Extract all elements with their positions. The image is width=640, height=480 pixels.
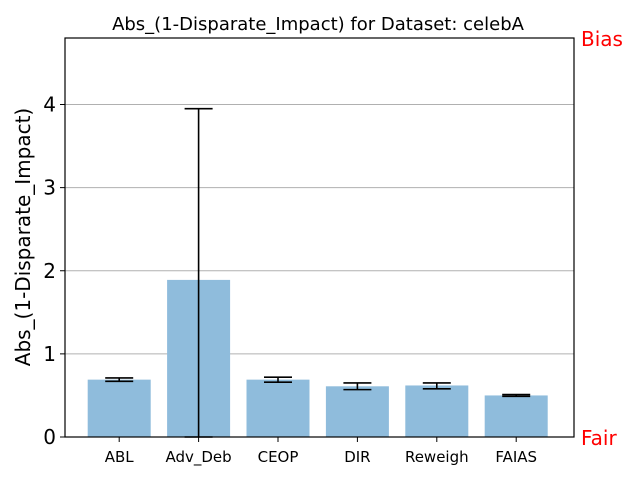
- bias-label: Bias: [581, 27, 623, 51]
- grid-lines: [65, 104, 574, 355]
- x-tick-label: DIR: [344, 448, 370, 466]
- y-tick-label: 4: [43, 93, 56, 117]
- plot-frame: [64, 37, 575, 438]
- x-tick-label: ABL: [105, 448, 135, 466]
- y-tick-label: 1: [43, 342, 56, 366]
- y-tick-label: 2: [43, 259, 56, 283]
- x-tick-label: Reweigh: [405, 448, 469, 466]
- x-ticks: ABL Adv_Deb CEOP DIR Reweigh FAIAS: [105, 437, 537, 467]
- y-axis-label: Abs_(1-Disparate_Impact): [11, 108, 35, 366]
- bars: [87, 279, 548, 437]
- chart-title: Abs_(1-Disparate_Impact) for Dataset: ce…: [112, 14, 525, 35]
- y-ticks: 0 1 2 3 4: [43, 93, 65, 449]
- x-tick-label: Adv_Deb: [165, 448, 231, 467]
- x-tick-label: FAIAS: [495, 448, 537, 466]
- bar: [87, 379, 151, 437]
- y-tick-label: 3: [43, 176, 56, 200]
- fair-label: Fair: [581, 426, 617, 450]
- bar: [484, 395, 548, 437]
- bar: [246, 379, 310, 437]
- x-tick-label: CEOP: [258, 448, 299, 466]
- y-tick-label: 0: [43, 425, 56, 449]
- bar: [405, 385, 469, 437]
- bar: [325, 386, 389, 437]
